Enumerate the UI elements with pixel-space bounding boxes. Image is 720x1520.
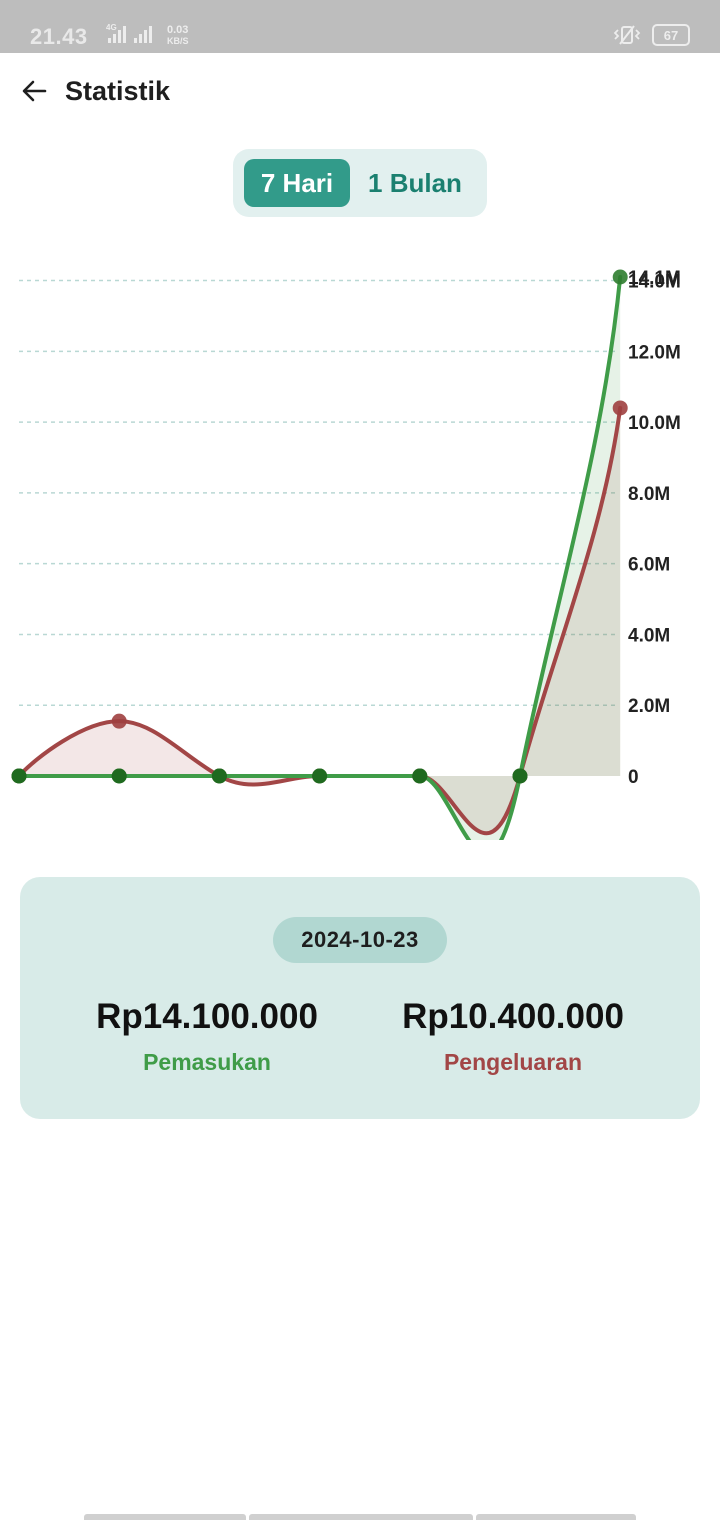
income-data-point [11, 768, 27, 784]
income-amount: Rp14.100.000 [96, 997, 318, 1036]
signal-strength-icon [134, 25, 152, 43]
income-series-line [17, 275, 623, 840]
y-tick-label: 10.0M [628, 413, 681, 434]
app-bar: Statistik [0, 53, 720, 133]
income-label: Pemasukan [143, 1049, 271, 1075]
income-data-point [211, 768, 227, 784]
status-time: 21.43 [30, 24, 88, 49]
income-data-point [412, 768, 428, 784]
y-tick-label: 0 [628, 767, 639, 788]
page-title: Statistik [65, 76, 171, 106]
vibrate-icon [613, 25, 641, 45]
y-tick-label: 12.0M [628, 342, 681, 363]
income-data-point [512, 768, 528, 784]
arrow-left-icon [22, 80, 47, 102]
range-toggle: 7 Hari 1 Bulan [233, 149, 487, 217]
selected-date-badge: 2024-10-23 [273, 917, 447, 963]
range-option-7-days[interactable]: 7 Hari [244, 159, 350, 207]
range-option-1-month[interactable]: 1 Bulan [368, 167, 462, 198]
network-speed-value: 0.03 [167, 24, 189, 36]
y-tick-label: 8.0M [628, 484, 670, 505]
battery-icon: 67 [652, 24, 690, 46]
expense-data-point [612, 400, 628, 416]
back-button[interactable] [14, 71, 54, 111]
summary-card: 2024-10-23 Rp14.100.000 Rp10.400.000 Pem… [20, 877, 700, 1119]
y-tick-label: 6.0M [628, 555, 670, 576]
navigation-gesture-bar [84, 1514, 636, 1520]
income-data-point [612, 269, 628, 285]
signal-strength-icon: 4G [106, 23, 126, 43]
income-data-point [312, 768, 328, 784]
statistics-chart: 0 2.0M 4.0M 6.0M 8.0M 10.0M 12.0M 14.0M 14.1M [0, 240, 720, 840]
y-tick-label: 14.0M [628, 272, 681, 293]
expense-data-point [111, 713, 127, 729]
status-bar: 21.43 4G 0.03 KB/S 67 [0, 0, 720, 53]
expense-amount: Rp10.400.000 [402, 997, 624, 1036]
y-tick-label: 2.0M [628, 696, 670, 717]
status-right: 67 [612, 24, 690, 46]
network-speed: 0.03 KB/S [167, 25, 189, 47]
y-tick-label: 4.0M [628, 625, 670, 646]
y-max-label: 14.1M [628, 268, 681, 289]
network-speed-unit: KB/S [167, 36, 189, 46]
network-indicators: 4G [106, 23, 152, 43]
network-type: 4G [106, 23, 117, 32]
expense-label: Pengeluaran [443, 1049, 583, 1075]
income-data-point [111, 768, 127, 784]
